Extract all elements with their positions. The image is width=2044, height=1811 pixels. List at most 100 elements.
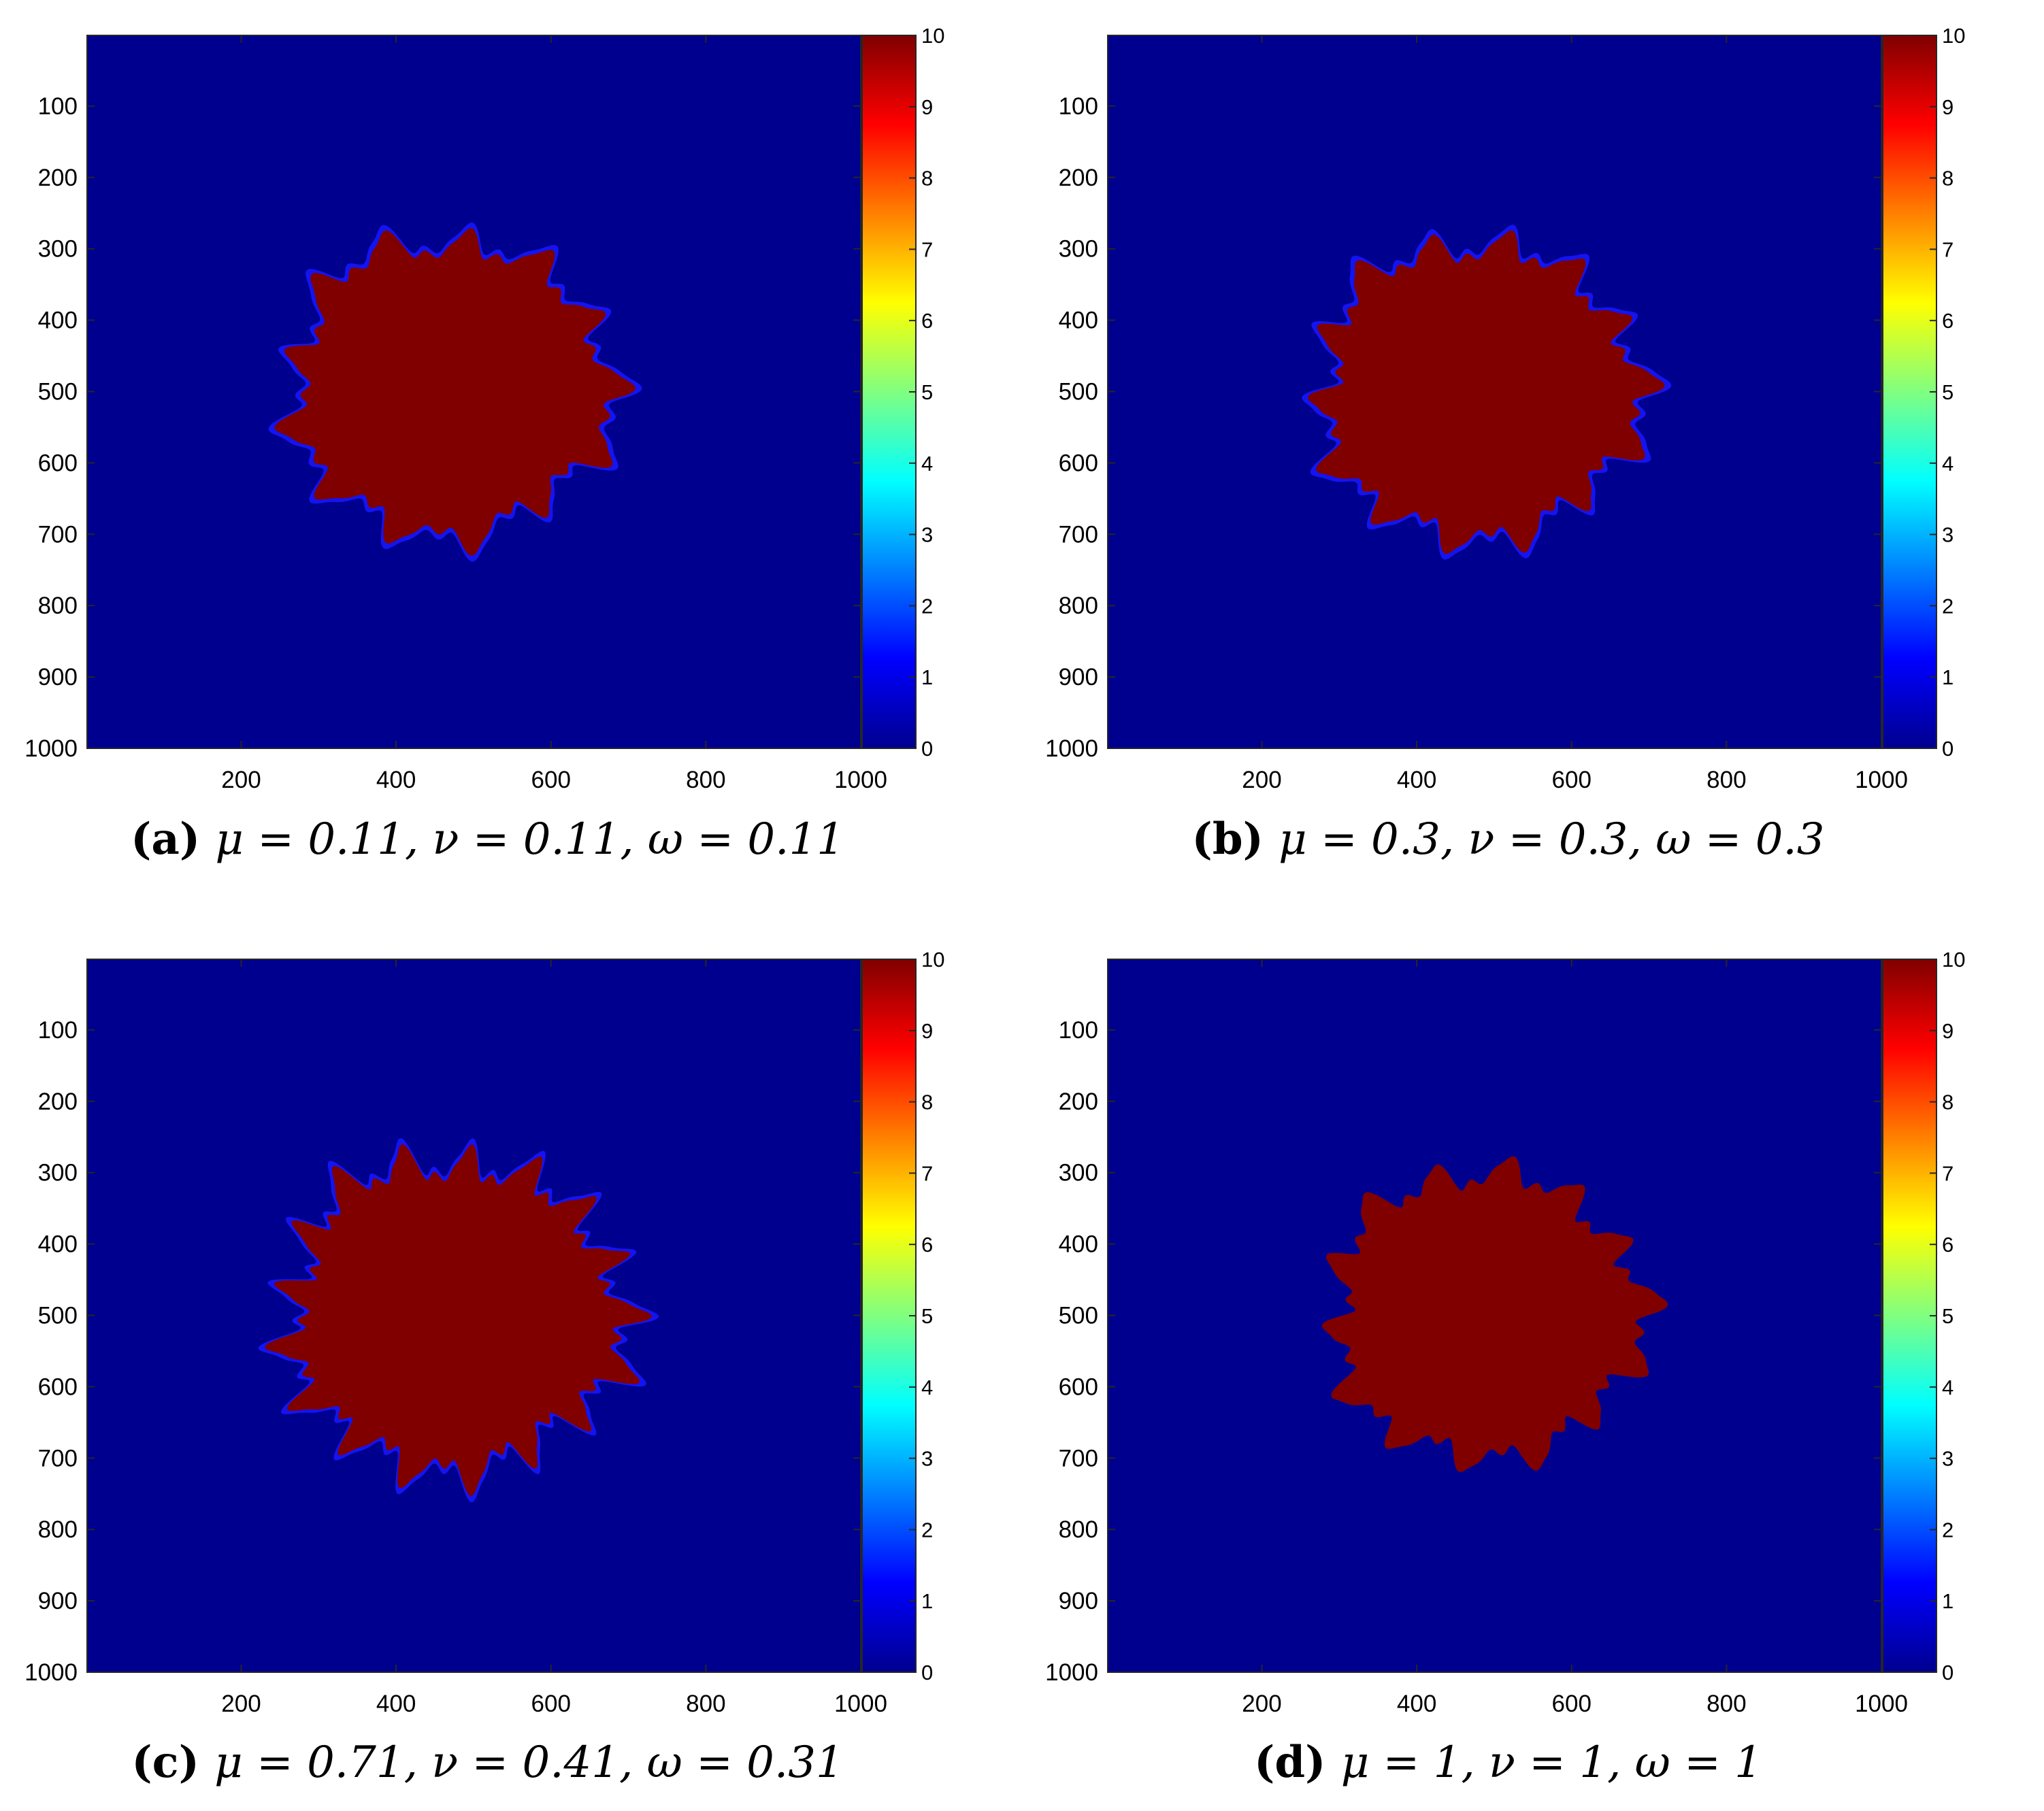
colorbar-tick-label: 9 [1942,95,1954,119]
colorbar-tick-label: 8 [921,167,933,190]
colorbar-tick-label: 1 [1942,1589,1954,1613]
x-tick-label: 1000 [1855,1691,1908,1717]
heatmap-fractal-region [1308,230,1665,554]
x-tick-label: 200 [221,1691,261,1717]
y-tick-label: 200 [38,165,78,191]
y-tick-label: 300 [1059,236,1098,263]
y-tick-label: 300 [1059,1160,1098,1186]
x-tick-label: 200 [1242,1691,1281,1717]
colorbar-tick-label: 0 [921,737,933,761]
colorbar [1883,959,1936,1672]
colorbar-tick-label: 3 [1942,1447,1954,1471]
colorbar-tick-label: 8 [1942,1091,1954,1114]
x-tick-label: 400 [376,1691,416,1717]
panel-caption-label: (d) [1254,1737,1341,1788]
y-tick-label: 400 [38,1231,78,1258]
colorbar-tick-label: 5 [921,1304,933,1328]
panel-caption-text: μ = 0.71, ν = 0.41, ω = 0.31 [214,1738,844,1788]
x-tick-label: 600 [531,767,571,793]
x-tick-label: 200 [1242,767,1281,793]
colorbar-tick-label: 10 [1942,24,1965,48]
y-tick-label: 100 [1059,93,1098,120]
colorbar-tick-label: 5 [1942,1304,1954,1328]
x-tick-label: 400 [376,767,416,793]
y-tick-label: 700 [38,1445,78,1472]
panel-d: 200 400 600 800 1000100200300400500600700800… [1045,948,1965,1788]
colorbar-tick-label: 0 [1942,1661,1954,1684]
panel-caption-label: (c) [131,1737,214,1788]
y-tick-label: 1000 [1045,735,1098,762]
colorbar-tick-label: 6 [1942,309,1954,333]
colorbar [862,35,916,748]
panel-caption: (d) μ = 1, ν = 1, ω = 1 [1254,1737,1762,1788]
y-tick-label: 700 [1059,1445,1098,1472]
colorbar-tick-label: 9 [1942,1019,1954,1043]
panel-caption-label: (a) [131,814,215,865]
panel-caption-text: μ = 1, ν = 1, ω = 1 [1341,1738,1762,1788]
y-tick-label: 300 [38,236,78,263]
y-tick-label: 800 [38,593,78,619]
y-tick-label: 900 [38,664,78,691]
y-tick-label: 1000 [24,1659,78,1686]
y-tick-label: 600 [38,1374,78,1400]
y-tick-label: 1000 [1045,1659,1098,1686]
y-tick-label: 1000 [24,735,78,762]
y-tick-label: 800 [1059,1516,1098,1543]
y-tick-label: 200 [38,1089,78,1115]
colorbar-tick-label: 4 [921,1376,933,1399]
y-tick-label: 100 [1059,1017,1098,1044]
colorbar-tick-label: 10 [921,24,944,48]
colorbar-tick-label: 9 [921,1019,933,1043]
y-tick-label: 400 [1059,1231,1098,1258]
colorbar-tick-label: 2 [921,594,933,618]
colorbar-tick-label: 7 [921,237,933,261]
colorbar-tick-label: 2 [1942,1518,1954,1542]
x-tick-label: 800 [1707,1691,1746,1717]
x-tick-label: 400 [1397,1691,1436,1717]
colorbar-tick-label: 1 [921,665,933,689]
y-tick-label: 600 [1059,450,1098,476]
panel-caption-label: (b) [1192,814,1279,865]
panel-caption-text: μ = 0.11, ν = 0.11, ω = 0.11 [215,814,844,865]
y-tick-label: 200 [1059,1089,1098,1115]
colorbar-tick-label: 8 [1942,167,1954,190]
colorbar-tick-label: 3 [1942,523,1954,547]
x-tick-label: 1000 [834,1691,887,1717]
colorbar-tick-label: 3 [921,523,933,547]
colorbar-tick-label: 6 [1942,1233,1954,1257]
colorbar-tick-label: 7 [921,1161,933,1185]
x-tick-label: 600 [1552,1691,1592,1717]
y-tick-label: 800 [38,1516,78,1543]
x-tick-label: 600 [531,1691,571,1717]
colorbar-tick-label: 5 [1942,380,1954,404]
y-tick-label: 900 [38,1588,78,1614]
heatmap-fractal-region [274,228,636,556]
x-tick-label: 600 [1552,767,1592,793]
y-tick-label: 500 [1059,378,1098,405]
x-tick-label: 200 [221,767,261,793]
colorbar-tick-label: 6 [921,1233,933,1257]
y-tick-label: 500 [38,378,78,405]
colorbar-tick-label: 5 [921,380,933,404]
heatmap-fractal-region [265,1144,652,1497]
panel-a: 200 400 600 800 1000100200300400500600700800… [24,24,944,865]
y-tick-label: 300 [38,1160,78,1186]
y-tick-label: 100 [38,93,78,120]
x-tick-label: 800 [686,767,725,793]
colorbar-tick-label: 10 [1942,948,1965,971]
panel-b: 200 400 600 800 1000100200300400500600700800… [1045,24,1965,865]
x-tick-label: 1000 [1855,767,1908,793]
colorbar-tick-label: 9 [921,95,933,119]
colorbar-tick-label: 10 [921,948,944,971]
y-tick-label: 700 [38,521,78,548]
y-tick-label: 600 [1059,1374,1098,1400]
panel-caption: (c) μ = 0.71, ν = 0.41, ω = 0.31 [131,1737,843,1788]
colorbar-tick-label: 4 [1942,1376,1954,1399]
heatmap-fractal-region [1321,1156,1668,1472]
y-tick-label: 900 [1059,1588,1098,1614]
y-tick-label: 600 [38,450,78,476]
x-tick-label: 1000 [834,767,887,793]
x-tick-label: 400 [1397,767,1436,793]
colorbar-tick-label: 1 [1942,665,1954,689]
